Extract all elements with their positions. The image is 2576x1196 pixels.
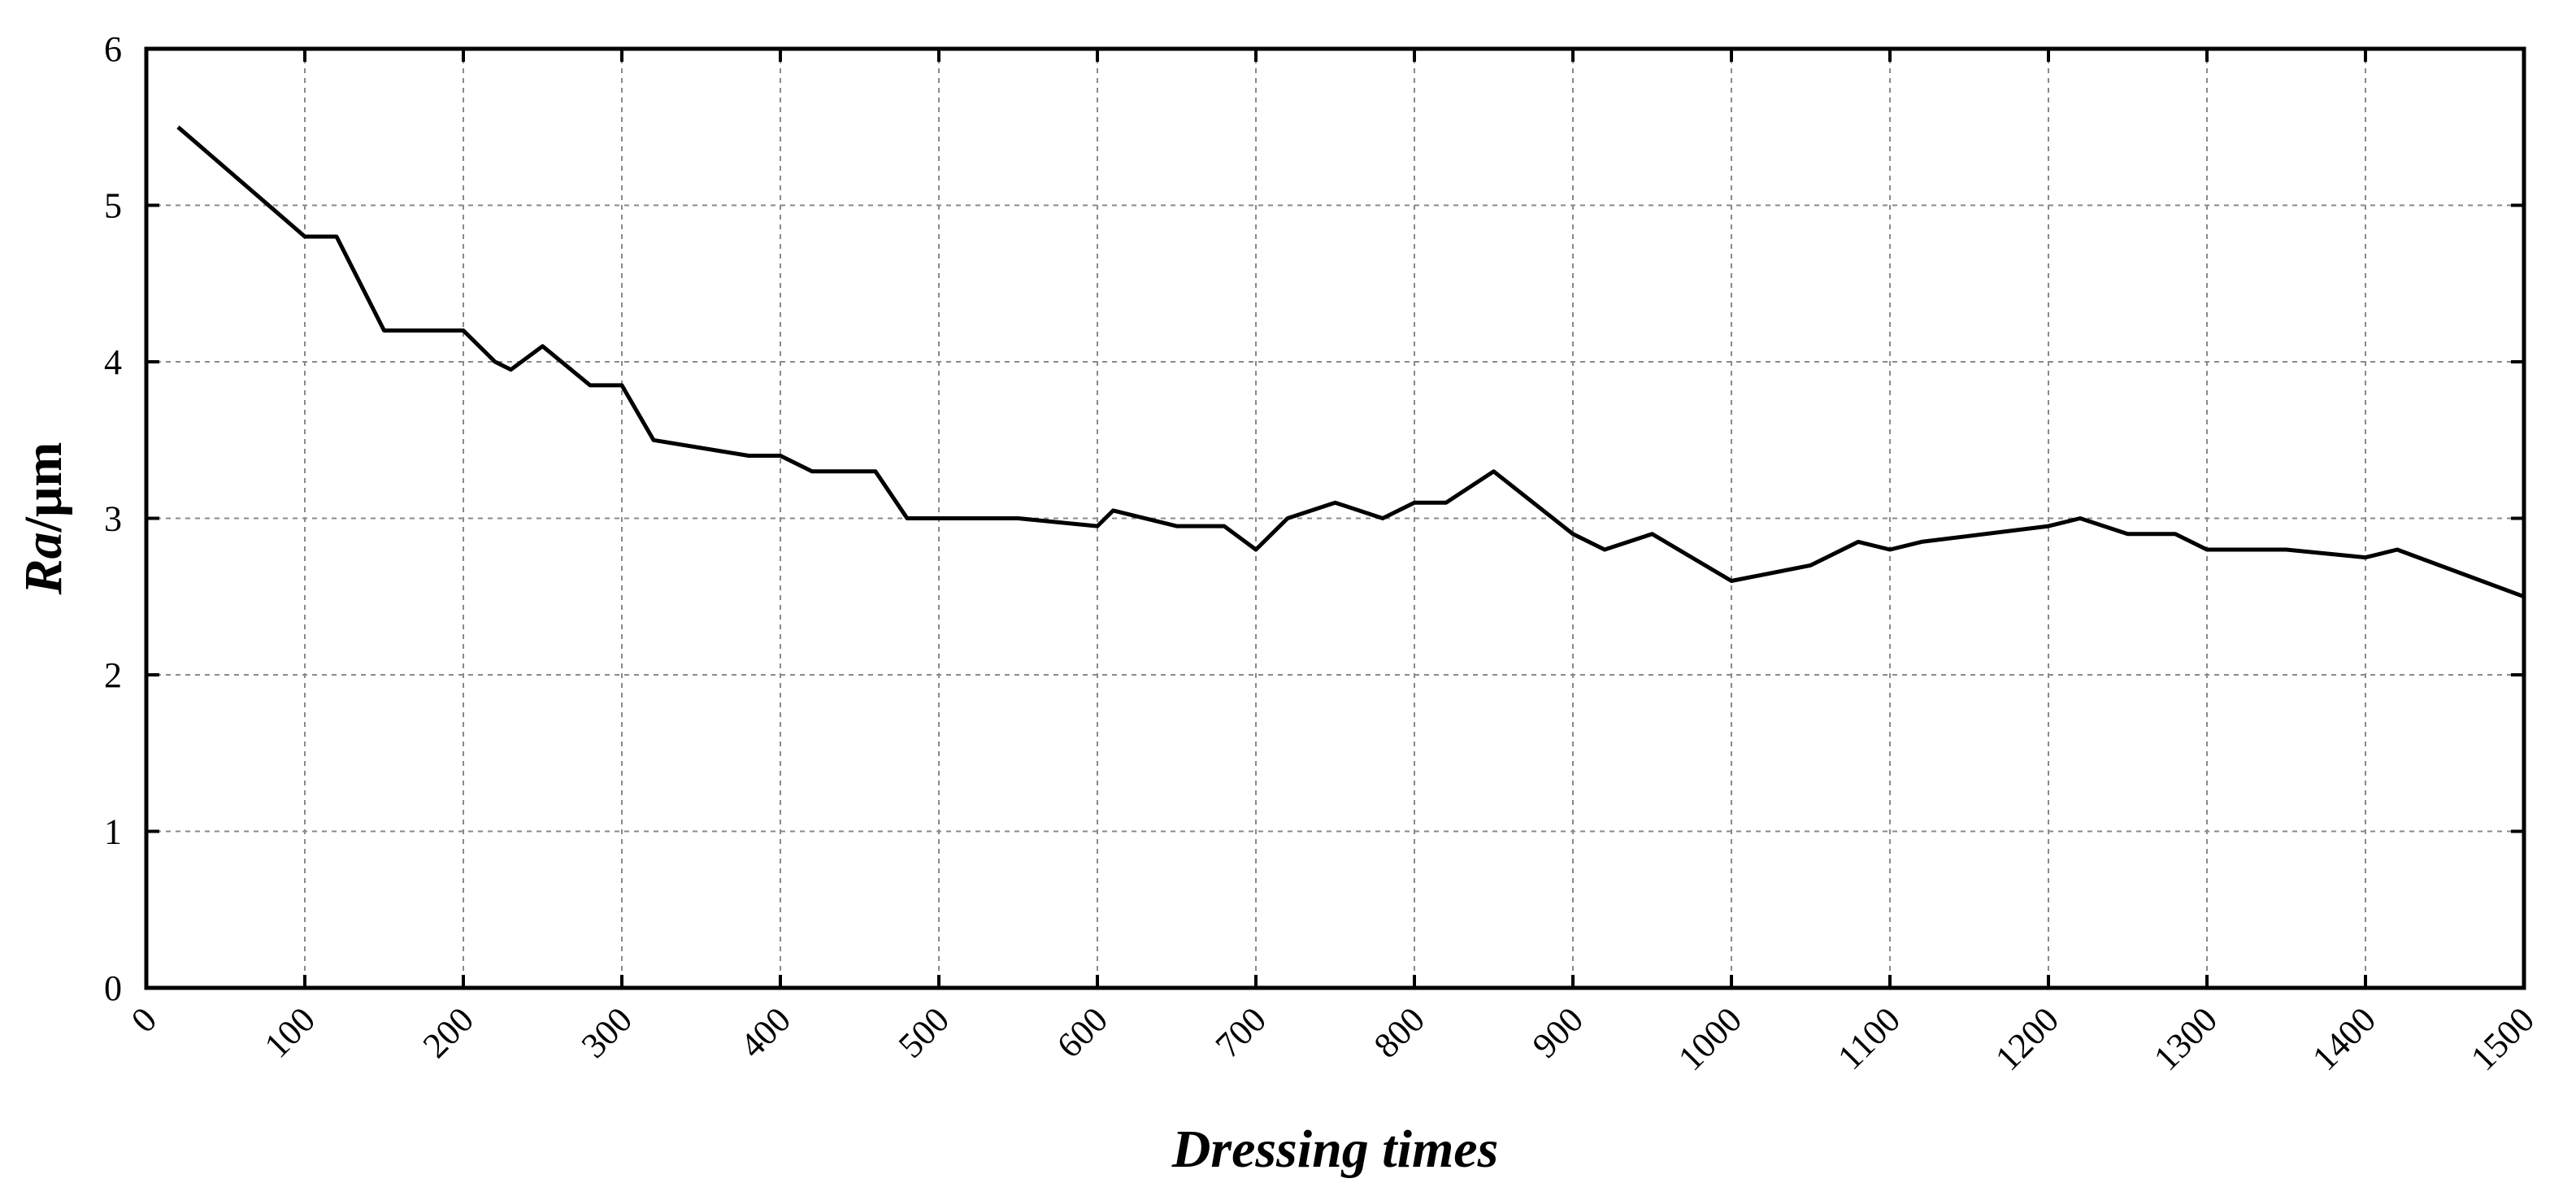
x-tick-label: 600 xyxy=(1049,999,1115,1065)
x-tick-label: 700 xyxy=(1208,999,1274,1065)
x-tick-label: 1200 xyxy=(1987,999,2066,1078)
y-tick-label: 2 xyxy=(104,655,122,695)
x-tick-label: 300 xyxy=(574,999,640,1065)
y-tick-label: 5 xyxy=(104,186,122,226)
y-tick-label: 0 xyxy=(104,968,122,1008)
x-tick-label: 200 xyxy=(415,999,481,1065)
y-axis-title: Ra/μm xyxy=(14,442,73,596)
y-tick-labels: 0 1 2 3 4 5 6 xyxy=(104,29,122,1008)
x-axis-title: Dressing times xyxy=(1171,1120,1499,1179)
series-line xyxy=(176,125,2525,599)
x-tick-label: 1300 xyxy=(2146,999,2225,1078)
x-tick-label: 900 xyxy=(1525,999,1591,1065)
grid xyxy=(146,49,2524,988)
y-axis-title-unit: /μm xyxy=(14,442,73,533)
x-tick-label: 0 xyxy=(124,999,164,1040)
y-tick-label: 1 xyxy=(104,812,122,852)
x-tick-label: 800 xyxy=(1366,999,1432,1065)
x-tick-label: 1500 xyxy=(2463,999,2542,1078)
x-tick-label: 500 xyxy=(891,999,957,1065)
y-tick-label: 3 xyxy=(104,499,122,539)
x-tick-label: 1100 xyxy=(1830,999,1908,1077)
x-tick-label: 1000 xyxy=(1670,999,1749,1078)
y-axis-title-symbol: Ra xyxy=(14,532,73,595)
x-tick-label: 1400 xyxy=(2304,999,2383,1078)
x-tick-labels: 0 100 200 300 400 500 600 700 800 900 1000 1100 1200… xyxy=(124,999,2542,1078)
x-tick-label: 100 xyxy=(257,999,323,1065)
y-tick-label: 4 xyxy=(104,342,122,382)
x-tick-label: 400 xyxy=(732,999,798,1065)
axis-ticks xyxy=(145,47,2526,989)
y-tick-label: 6 xyxy=(104,29,122,69)
